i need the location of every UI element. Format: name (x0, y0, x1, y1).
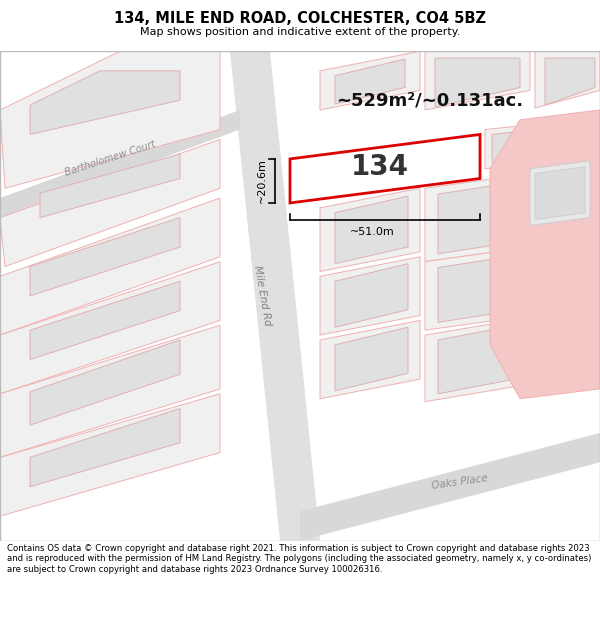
Polygon shape (0, 198, 220, 335)
Polygon shape (492, 126, 572, 163)
Text: Oaks Place: Oaks Place (431, 473, 489, 491)
Polygon shape (0, 262, 220, 394)
Polygon shape (535, 51, 600, 108)
Polygon shape (490, 110, 600, 399)
Polygon shape (40, 154, 180, 218)
Polygon shape (545, 58, 595, 105)
Polygon shape (30, 340, 180, 425)
Polygon shape (0, 51, 220, 188)
Polygon shape (30, 281, 180, 359)
Polygon shape (438, 181, 520, 254)
Polygon shape (30, 217, 180, 296)
Text: 134: 134 (351, 152, 409, 181)
Polygon shape (425, 51, 530, 110)
Polygon shape (30, 409, 180, 487)
Polygon shape (0, 110, 240, 218)
Text: Contains OS data © Crown copyright and database right 2021. This information is : Contains OS data © Crown copyright and d… (7, 544, 592, 574)
Text: 134, MILE END ROAD, COLCHESTER, CO4 5BZ: 134, MILE END ROAD, COLCHESTER, CO4 5BZ (114, 11, 486, 26)
Polygon shape (435, 58, 520, 107)
Polygon shape (320, 51, 420, 110)
Polygon shape (425, 174, 530, 262)
Polygon shape (535, 167, 585, 219)
Polygon shape (535, 242, 600, 321)
Text: ~20.6m: ~20.6m (257, 159, 267, 203)
Text: ~51.0m: ~51.0m (350, 228, 395, 238)
Polygon shape (425, 247, 530, 330)
Polygon shape (290, 134, 480, 203)
Polygon shape (544, 174, 594, 242)
Polygon shape (335, 196, 408, 264)
Polygon shape (230, 51, 320, 541)
Text: Map shows position and indicative extent of the property.: Map shows position and indicative extent… (140, 27, 460, 37)
Text: Bartholomew Court: Bartholomew Court (64, 139, 157, 178)
Text: ~529m²/~0.131ac.: ~529m²/~0.131ac. (337, 91, 524, 109)
Polygon shape (320, 321, 420, 399)
Polygon shape (530, 161, 590, 226)
Polygon shape (0, 139, 220, 267)
Polygon shape (335, 328, 408, 391)
Polygon shape (30, 71, 180, 134)
Polygon shape (320, 257, 420, 335)
Polygon shape (0, 394, 220, 516)
Polygon shape (300, 433, 600, 541)
Polygon shape (485, 120, 580, 169)
Polygon shape (335, 264, 408, 328)
Text: Mile End Rd: Mile End Rd (252, 265, 272, 327)
Polygon shape (438, 324, 520, 394)
Polygon shape (0, 325, 220, 458)
Polygon shape (320, 188, 420, 271)
Polygon shape (544, 249, 594, 314)
Polygon shape (335, 59, 405, 104)
Polygon shape (438, 255, 520, 322)
Polygon shape (425, 318, 530, 402)
Polygon shape (535, 167, 600, 249)
